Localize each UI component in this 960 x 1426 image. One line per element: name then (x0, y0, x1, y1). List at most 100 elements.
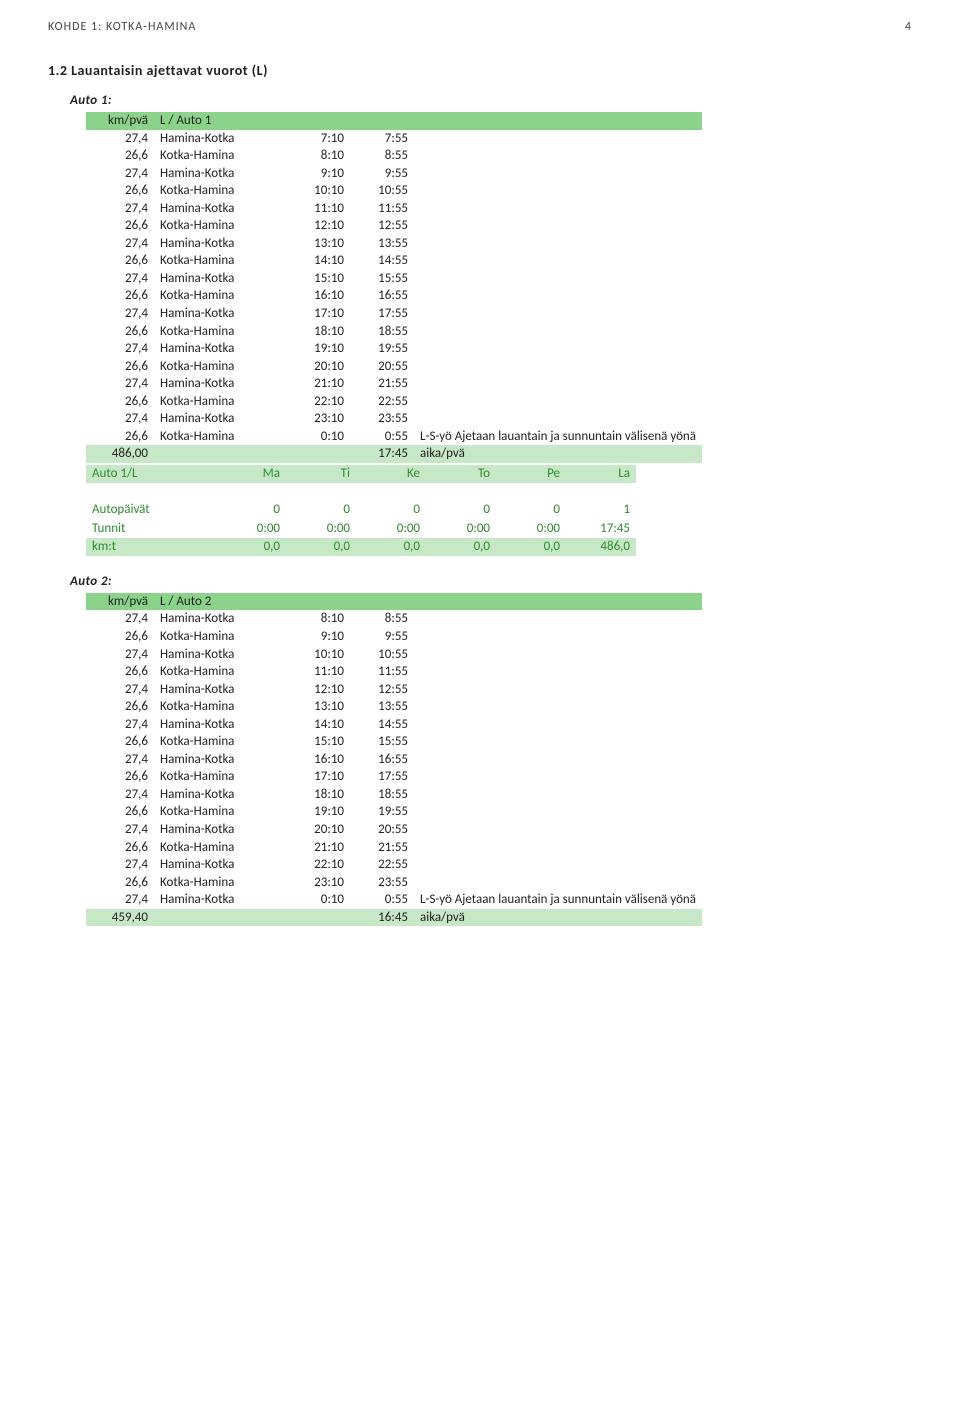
auto2-row: 27,4Hamina-Kotka14:1014:55 (86, 716, 702, 734)
auto1-stats-label: Tunnit (86, 520, 216, 538)
auto2-row: 26,6Kotka-Hamina15:1015:55 (86, 733, 702, 751)
auto2-cell: 26,6 (86, 768, 154, 786)
auto1-cell: 0:55 (350, 428, 414, 446)
auto1-stats-value: 486,0 (566, 538, 636, 556)
auto1-cell: 22:10 (286, 393, 350, 411)
auto2-cell (414, 751, 702, 769)
auto2-cell (414, 856, 702, 874)
auto2-cell: 27,4 (86, 856, 154, 874)
auto1-cell: 15:10 (286, 270, 350, 288)
auto2-cell: 9:55 (350, 628, 414, 646)
auto2-row: 26,6Kotka-Hamina23:1023:55 (86, 874, 702, 892)
auto1-cell: 8:10 (286, 147, 350, 165)
auto2-cell: 14:10 (286, 716, 350, 734)
auto1-cell: 0:10 (286, 428, 350, 446)
auto1-row: 26,6Kotka-Hamina8:108:55 (86, 147, 702, 165)
auto2-cell: 19:10 (286, 803, 350, 821)
auto2-cell: 15:10 (286, 733, 350, 751)
auto1-cell: 7:10 (286, 130, 350, 148)
auto1-cell (414, 410, 702, 428)
auto1-cell (414, 340, 702, 358)
auto1-cell (414, 165, 702, 183)
auto2-cell: 17:55 (350, 768, 414, 786)
section-title: 1.2 Lauantaisin ajettavat vuorot (L) (48, 62, 912, 79)
auto1-stats-label: km:t (86, 538, 216, 556)
auto2-row: 27,4Hamina-Kotka22:1022:55 (86, 856, 702, 874)
auto2-cell: 27,4 (86, 610, 154, 628)
auto2-cell: 23:55 (350, 874, 414, 892)
auto1-row: 27,4Hamina-Kotka23:1023:55 (86, 410, 702, 428)
auto2-title: Auto 2: (70, 574, 912, 589)
auto1-cell (414, 235, 702, 253)
auto1-row: 27,4Hamina-Kotka17:1017:55 (86, 305, 702, 323)
auto2-cell: 13:55 (350, 698, 414, 716)
auto2-row: 26,6Kotka-Hamina9:109:55 (86, 628, 702, 646)
auto2-cell: Kotka-Hamina (154, 698, 286, 716)
auto2-cell: Kotka-Hamina (154, 663, 286, 681)
auto2-total-note: aika/pvä (414, 909, 702, 927)
auto1-cell: Kotka-Hamina (154, 252, 286, 270)
auto1-cell: 13:55 (350, 235, 414, 253)
auto2-cell: Hamina-Kotka (154, 891, 286, 909)
auto1-row: 27,4Hamina-Kotka9:109:55 (86, 165, 702, 183)
auto2-total-time: 16:45 (350, 909, 414, 927)
auto1-stats-hdr-label: Auto 1/L (86, 465, 216, 483)
auto2-header-row: km/pvä L / Auto 2 (86, 593, 702, 611)
auto2-row: 26,6Kotka-Hamina19:1019:55 (86, 803, 702, 821)
auto1-cell (414, 305, 702, 323)
auto1-cell: 18:55 (350, 323, 414, 341)
auto1-cell: Kotka-Hamina (154, 287, 286, 305)
auto1-stats-spacer (86, 483, 636, 501)
auto1-cell: 27,4 (86, 270, 154, 288)
auto1-cell: 9:10 (286, 165, 350, 183)
auto1-cell: 12:10 (286, 217, 350, 235)
auto2-cell (414, 874, 702, 892)
auto2-cell: 20:55 (350, 821, 414, 839)
auto1-stats-value: 0:00 (426, 520, 496, 538)
auto1-cell: 23:10 (286, 410, 350, 428)
auto1-stats-value: 0,0 (216, 538, 286, 556)
auto2-cell: 21:55 (350, 839, 414, 857)
auto1-cell: 11:10 (286, 200, 350, 218)
auto2-cell: 26,6 (86, 628, 154, 646)
auto1-cell: Hamina-Kotka (154, 305, 286, 323)
auto2-total-row: 459,40 16:45 aika/pvä (86, 909, 702, 927)
auto2-cell: Kotka-Hamina (154, 803, 286, 821)
auto1-cell: 16:10 (286, 287, 350, 305)
auto1-cell: Kotka-Hamina (154, 428, 286, 446)
auto2-cell: 27,4 (86, 646, 154, 664)
auto2-cell: 11:55 (350, 663, 414, 681)
auto1-cell: 20:10 (286, 358, 350, 376)
auto1-stats-value: 0 (286, 501, 356, 519)
auto1-row: 26,6Kotka-Hamina10:1010:55 (86, 182, 702, 200)
auto1-cell: Kotka-Hamina (154, 393, 286, 411)
auto2-cell (414, 681, 702, 699)
auto2-cell: Hamina-Kotka (154, 716, 286, 734)
auto1-stats-value: 1 (566, 501, 636, 519)
auto1-cell: 26,6 (86, 217, 154, 235)
auto1-cell: 26,6 (86, 428, 154, 446)
auto2-cell: 21:10 (286, 839, 350, 857)
auto1-cell: 11:55 (350, 200, 414, 218)
auto1-cell (414, 287, 702, 305)
auto2-row: 27,4Hamina-Kotka18:1018:55 (86, 786, 702, 804)
auto1-cell: 10:55 (350, 182, 414, 200)
auto1-row: 27,4Hamina-Kotka13:1013:55 (86, 235, 702, 253)
auto1-stats-row: Tunnit0:000:000:000:000:0017:45 (86, 520, 636, 538)
auto1-row: 26,6Kotka-Hamina16:1016:55 (86, 287, 702, 305)
auto1-cell: 27,4 (86, 165, 154, 183)
auto1-cell: 27,4 (86, 130, 154, 148)
auto2-cell: 0:55 (350, 891, 414, 909)
auto1-stats: Auto 1/L Ma Ti Ke To Pe La Autopäivät000… (86, 465, 636, 556)
auto2-cell (414, 610, 702, 628)
auto1-row: 27,4Hamina-Kotka21:1021:55 (86, 375, 702, 393)
auto1-cell: Kotka-Hamina (154, 182, 286, 200)
auto2-cell (414, 839, 702, 857)
auto1-row: 27,4Hamina-Kotka11:1011:55 (86, 200, 702, 218)
auto1-cell: 27,4 (86, 235, 154, 253)
auto1-cell: 26,6 (86, 252, 154, 270)
auto2-cell (414, 698, 702, 716)
auto2-cell (414, 733, 702, 751)
auto1-cell: Hamina-Kotka (154, 270, 286, 288)
auto1-cell: 26,6 (86, 147, 154, 165)
